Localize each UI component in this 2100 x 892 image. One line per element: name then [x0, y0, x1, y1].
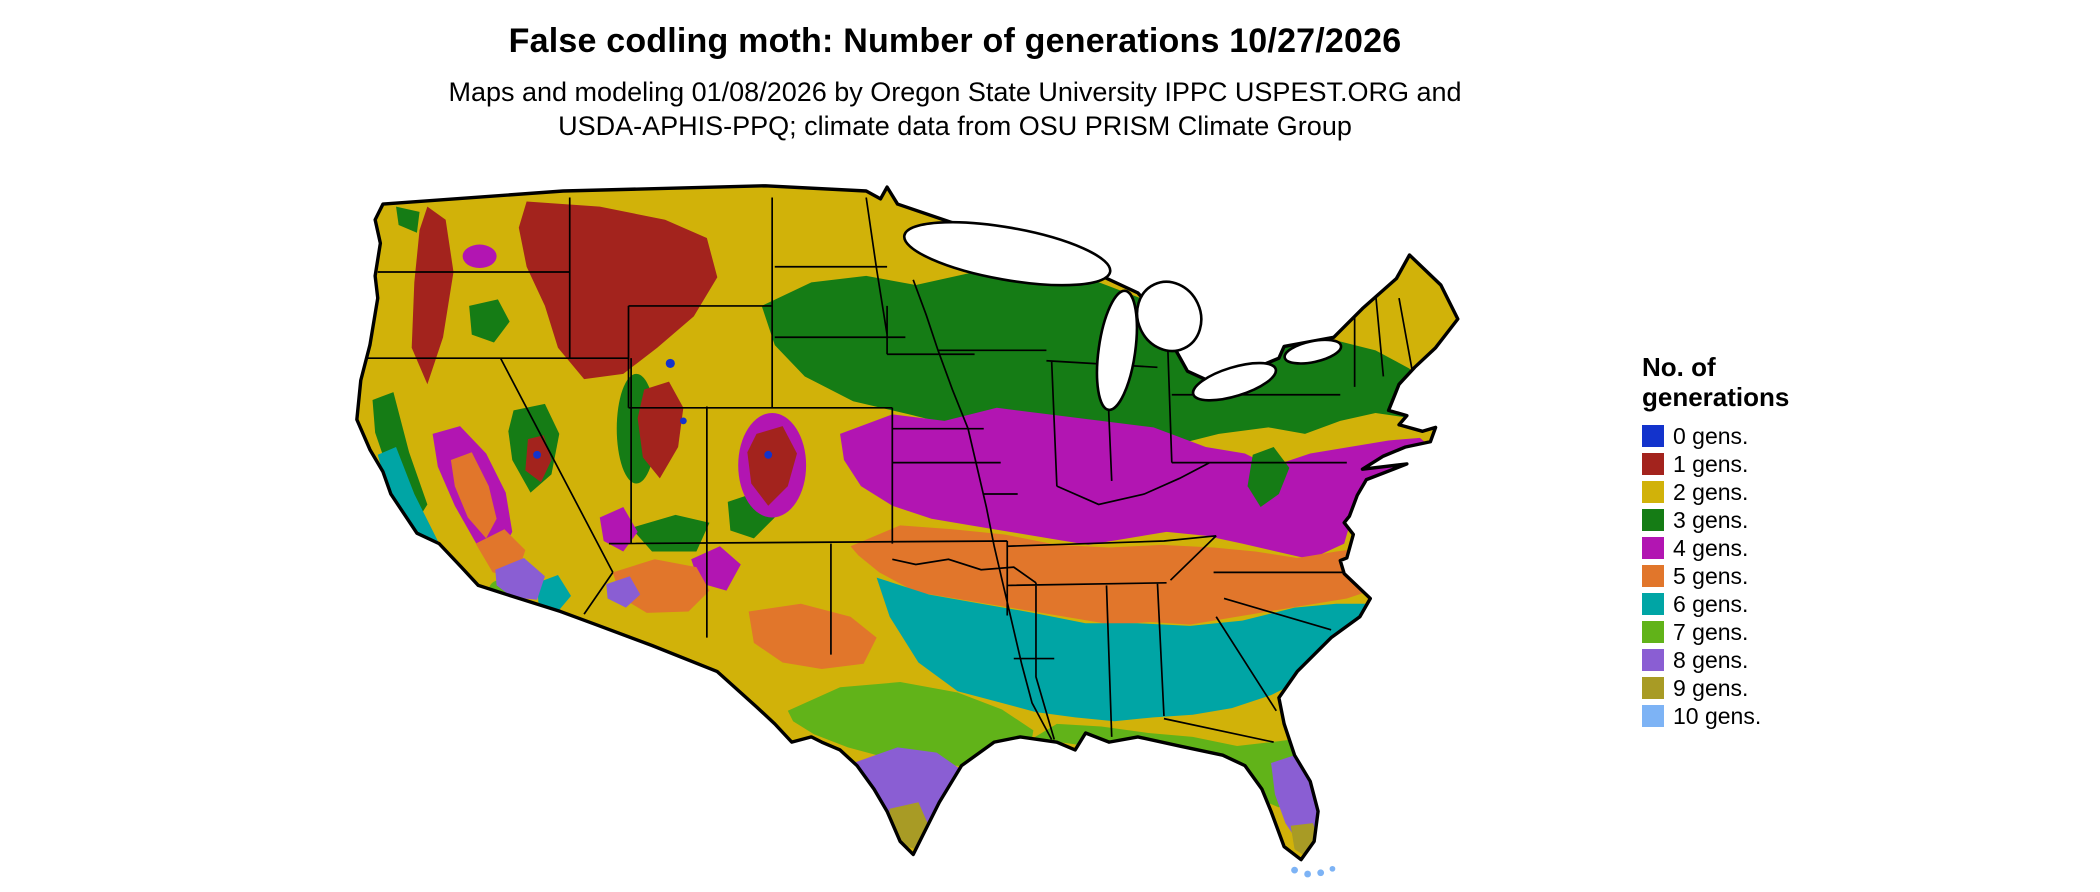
legend-color-swatch	[1642, 677, 1664, 699]
map-container	[302, 150, 1608, 885]
legend-item-0-gens: 0 gens.	[1642, 422, 1872, 450]
region-0-gens-colorado-peak	[764, 450, 773, 459]
region-6-gens-colorado-river	[537, 574, 572, 613]
legend-item-1-gens: 1 gens.	[1642, 450, 1872, 478]
legend-color-swatch	[1642, 565, 1664, 587]
region-1-gens-n-rockies	[518, 201, 718, 380]
legend-label: 8 gens.	[1673, 647, 1749, 673]
lake-superior	[902, 220, 1112, 287]
state-border-lines	[360, 197, 1416, 743]
legend-item-7-gens: 7 gens.	[1642, 618, 1872, 646]
legend-label: 9 gens.	[1673, 675, 1749, 701]
legend-title-line1: No. of	[1642, 352, 1716, 382]
subtitle-line2: USDA-APHIS-PPQ; climate data from OSU PR…	[558, 111, 1352, 141]
lake-huron	[1135, 280, 1203, 353]
region-1-gens-sierra	[525, 435, 552, 483]
legend-title-line2: generations	[1642, 382, 1790, 412]
region-4-gens-washington-basin	[462, 244, 497, 269]
legend-label: 6 gens.	[1673, 591, 1749, 617]
florida-keys	[1291, 865, 1336, 878]
subtitle-line1: Maps and modeling 01/08/2026 by Oregon S…	[448, 77, 1462, 107]
great-lakes	[902, 220, 1343, 412]
legend-color-swatch	[1642, 425, 1664, 447]
legend-color-swatch	[1642, 537, 1664, 559]
legend-label: 4 gens.	[1673, 535, 1749, 561]
legend-color-swatch	[1642, 593, 1664, 615]
region-0-gens-sierra-peak	[533, 450, 541, 459]
legend-item-9-gens: 9 gens.	[1642, 674, 1872, 702]
legend-item-2-gens: 2 gens.	[1642, 478, 1872, 506]
legend-item-10-gens: 10 gens.	[1642, 702, 1872, 730]
legend: No. of generations 0 gens. 1 gens. 2 gens.…	[1642, 352, 1872, 730]
legend-color-swatch	[1642, 621, 1664, 643]
region-3-gens-olympics	[396, 206, 420, 233]
region-5-gens-southern-band	[850, 525, 1400, 625]
key-dot	[1317, 869, 1325, 877]
legend-item-3-gens: 3 gens.	[1642, 506, 1872, 534]
region-1-gens-cascades	[411, 206, 454, 385]
legend-label: 1 gens.	[1673, 451, 1749, 477]
legend-item-4-gens: 4 gens.	[1642, 534, 1872, 562]
region-1-gens-colorado-rockies	[747, 426, 797, 506]
legend-item-8-gens: 8 gens.	[1642, 646, 1872, 674]
legend-title: No. of generations	[1642, 352, 1872, 412]
region-0-gens-uinta-peak	[679, 417, 687, 425]
legend-color-swatch	[1642, 453, 1664, 475]
key-dot	[1304, 870, 1312, 878]
region-7-gens-central-texas	[787, 682, 1034, 769]
legend-item-6-gens: 6 gens.	[1642, 590, 1872, 618]
region-5-gens-valley-core	[450, 452, 497, 539]
legend-label: 0 gens.	[1673, 423, 1749, 449]
legend-color-swatch	[1642, 705, 1664, 727]
us-generations-map	[355, 184, 1460, 878]
legend-items: 0 gens. 1 gens. 2 gens. 3 gens. 4 gens. 5 gen…	[1642, 422, 1872, 730]
region-8-gens-phoenix	[606, 576, 641, 608]
region-0-gens-wind-river	[665, 358, 675, 368]
region-4-gens-arizona	[691, 546, 741, 591]
page-title: False codling moth: Number of generation…	[508, 22, 1402, 60]
map-subtitle: Maps and modeling 01/08/2026 by Oregon S…	[0, 75, 1910, 143]
region-6-gens-gulf-band	[876, 577, 1370, 722]
legend-label: 5 gens.	[1673, 563, 1749, 589]
lake-erie	[1191, 361, 1278, 402]
region-4-gens-nevada	[599, 507, 638, 552]
lake-michigan	[1095, 289, 1139, 412]
legend-label: 2 gens.	[1673, 479, 1749, 505]
legend-item-5-gens: 5 gens.	[1642, 562, 1872, 590]
legend-label: 7 gens.	[1673, 619, 1749, 645]
lake-ontario	[1283, 338, 1343, 365]
key-dot	[1329, 865, 1336, 872]
legend-label: 3 gens.	[1673, 507, 1749, 533]
legend-color-swatch	[1642, 509, 1664, 531]
region-1-gens-utah-mtns	[637, 381, 684, 479]
heading: False codling moth: Number of generation…	[0, 0, 1910, 143]
region-5-gens-west-texas	[748, 603, 877, 669]
us-outline	[355, 184, 1460, 862]
key-dot	[1291, 866, 1298, 874]
region-5-gens-s-arizona	[612, 559, 710, 613]
legend-color-swatch	[1642, 649, 1664, 671]
legend-color-swatch	[1642, 481, 1664, 503]
region-3-gens-blue-mountains	[469, 299, 510, 343]
region-8-gens-socal-desert	[495, 557, 545, 600]
legend-label: 10 gens.	[1673, 703, 1762, 729]
